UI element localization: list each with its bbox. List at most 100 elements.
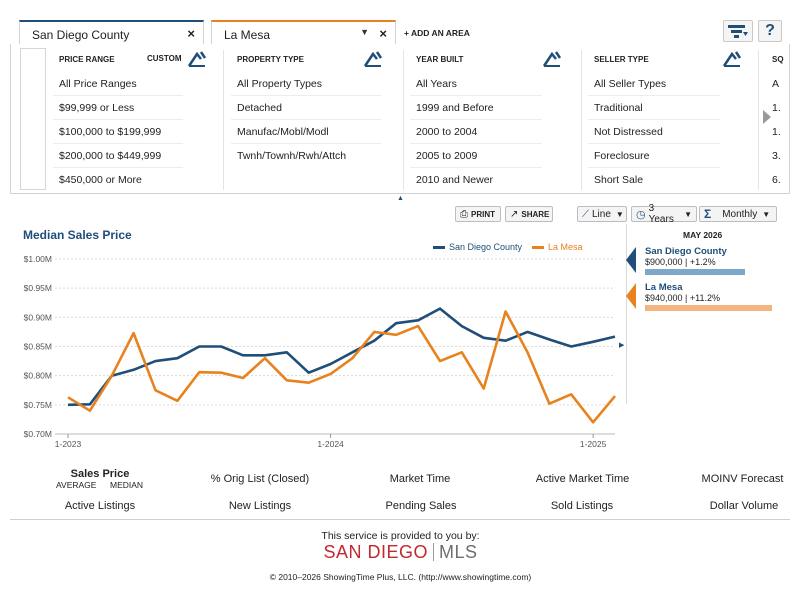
filter-option[interactable]: Manufac/Mobl/Modl — [231, 120, 381, 144]
filter-option[interactable]: 6. — [772, 174, 781, 186]
comparison-entry[interactable]: San Diego County $900,000 | +1.2% — [645, 246, 795, 275]
filter-option[interactable]: Foreclosure — [588, 144, 720, 168]
metric-sales-price[interactable]: Sales Price — [70, 468, 130, 480]
panel-expand-icon[interactable]: ▶ — [619, 342, 625, 349]
filter-option[interactable]: All Seller Types — [588, 72, 720, 96]
series-line — [67, 310, 616, 424]
filter-option[interactable]: 1999 and Before — [410, 96, 542, 120]
filter-option[interactable]: Short Sale — [594, 174, 644, 186]
printer-icon: ⎙ — [460, 208, 468, 220]
y-tick-label: $0.80M — [24, 371, 52, 381]
close-icon[interactable]: × — [187, 26, 195, 41]
area-tab-label: San Diego County — [32, 28, 130, 42]
filter-option[interactable]: Traditional — [588, 96, 720, 120]
metric-pending-sales[interactable]: Pending Sales — [385, 500, 457, 512]
custom-link[interactable]: CUSTOM — [147, 54, 182, 63]
y-tick-label: $0.70M — [24, 429, 52, 439]
y-tick-label: $0.90M — [24, 312, 52, 322]
filter-option[interactable]: $100,000 to $199,999 — [53, 120, 183, 144]
filter-option[interactable]: $200,000 to $449,999 — [53, 144, 183, 168]
filter-column-year-built: YEAR BUILT All Years 1999 and Before 200… — [410, 44, 580, 193]
chart-title: Median Sales Price — [23, 228, 132, 242]
filter-option[interactable]: 2000 to 2004 — [410, 120, 542, 144]
filter-option[interactable]: All Price Ranges — [53, 72, 183, 96]
sort-icon[interactable] — [722, 50, 742, 68]
comparison-bar — [645, 269, 745, 275]
sort-icon[interactable] — [187, 50, 207, 68]
filter-panel: PRICE RANGE CUSTOM All Price Ranges $99,… — [10, 44, 790, 194]
custom-range-box[interactable] — [20, 48, 46, 190]
metric-sub-average[interactable]: AVERAGE — [56, 480, 97, 490]
filter-option[interactable]: Not Distressed — [588, 120, 720, 144]
y-tick-label: $1.00M — [24, 254, 52, 264]
filter-option[interactable]: 2010 and Newer — [416, 174, 494, 186]
filter-option[interactable]: 1. — [772, 126, 781, 138]
column-heading: SELLER TYPE — [594, 55, 649, 64]
metric-moinv-forecast[interactable]: MOINV Forecast — [701, 473, 784, 485]
metric-active-market-time[interactable]: Active Market Time — [535, 473, 630, 485]
x-tick-label: 1-2025 — [580, 439, 607, 449]
scroll-right-icon[interactable] — [763, 110, 771, 124]
filter-option[interactable]: Detached — [231, 96, 381, 120]
close-icon[interactable]: × — [379, 26, 387, 41]
metric-orig-list[interactable]: % Orig List (Closed) — [210, 473, 310, 485]
chevron-down-icon: ▼ — [684, 209, 692, 219]
metric-dollar-volume[interactable]: Dollar Volume — [709, 500, 779, 512]
provided-by-text: This service is provided to you by: — [321, 530, 480, 542]
sigma-icon: Σ — [704, 207, 712, 221]
metric-market-time[interactable]: Market Time — [389, 473, 451, 485]
x-tick-label: 1-2024 — [317, 439, 344, 449]
comparison-name: La Mesa — [645, 282, 683, 293]
range-select[interactable]: ◷ 3 Years ▼ — [631, 203, 697, 225]
period-select[interactable]: Σ Monthly ▼ — [699, 206, 777, 222]
legend-swatch — [532, 245, 545, 249]
series-marker — [626, 283, 636, 309]
column-heading: SQ — [772, 55, 784, 64]
comparison-entry[interactable]: La Mesa $940,000 | +11.2% — [645, 282, 795, 311]
collapse-panel-icon[interactable]: ▲ — [397, 195, 404, 202]
metric-sub-median[interactable]: MEDIAN — [110, 480, 144, 490]
area-tab-label: La Mesa — [224, 28, 271, 42]
chart-type-value: Line — [592, 208, 611, 220]
metric-active-listings[interactable]: Active Listings — [64, 500, 136, 512]
filter-option[interactable]: $99,999 or Less — [53, 96, 183, 120]
x-tick-label: 1-2023 — [55, 439, 82, 449]
logo-text-left: SAN DIEGO — [323, 542, 428, 562]
column-heading: YEAR BUILT — [416, 55, 464, 64]
column-divider — [581, 50, 582, 190]
filter-icon — [728, 25, 748, 38]
comparison-bar — [645, 305, 772, 311]
print-label: PRINT — [471, 209, 495, 219]
filter-option[interactable]: 1. — [772, 102, 781, 114]
sort-icon[interactable] — [542, 50, 562, 68]
chevron-down-icon: ▼ — [615, 209, 624, 219]
area-tab-la-mesa[interactable]: La Mesa ▼ × — [211, 20, 396, 44]
filter-option[interactable]: All Years — [410, 72, 542, 96]
column-heading: PRICE RANGE — [59, 55, 115, 64]
column-heading: PROPERTY TYPE — [237, 55, 304, 64]
footer-divider — [10, 519, 790, 520]
add-area-button[interactable]: + ADD AN AREA — [404, 28, 470, 38]
help-button[interactable]: ? — [758, 20, 782, 42]
line-chart-icon: ⟋ — [582, 208, 589, 220]
share-button[interactable]: ↗ SHARE — [505, 206, 553, 222]
chevron-down-icon[interactable]: ▼ — [360, 27, 369, 37]
filter-option[interactable]: 2005 to 2009 — [410, 144, 542, 168]
sort-icon[interactable] — [363, 50, 383, 68]
chart-legend: San Diego County La Mesa — [433, 242, 583, 252]
metric-sold-listings[interactable]: Sold Listings — [550, 500, 614, 512]
clock-icon: ◷ — [636, 208, 646, 221]
chart-type-select[interactable]: ⟋ Line ▼ — [577, 206, 627, 222]
filter-option[interactable]: A — [772, 78, 780, 90]
filter-button[interactable] — [723, 20, 753, 42]
filter-option[interactable]: All Property Types — [231, 72, 381, 96]
area-tab-san-diego-county[interactable]: San Diego County × — [19, 20, 204, 44]
metric-new-listings[interactable]: New Listings — [228, 500, 292, 512]
print-button[interactable]: ⎙ PRINT — [455, 206, 501, 222]
filter-option[interactable]: $450,000 or More — [59, 174, 142, 186]
filter-option[interactable]: 3. — [772, 150, 781, 162]
copyright-text: © 2010–2026 ShowingTime Plus, LLC. (http… — [269, 572, 532, 582]
filter-option[interactable]: Twnh/Townh/Rwh/Attch — [237, 150, 347, 162]
series-marker — [626, 247, 636, 273]
